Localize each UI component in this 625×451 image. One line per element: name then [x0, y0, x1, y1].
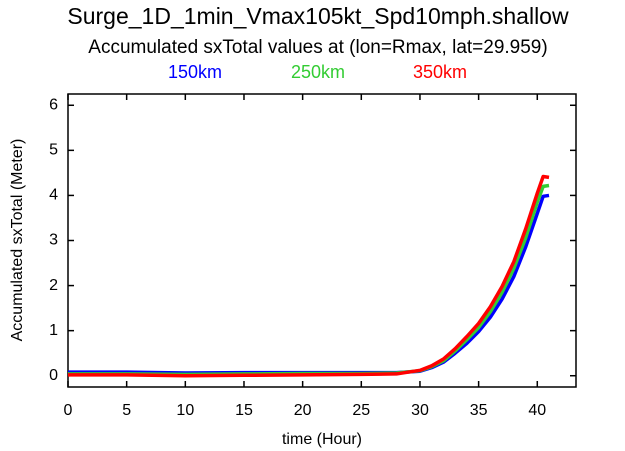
plot-frame [67, 93, 577, 388]
x-tick-label: 25 [352, 402, 370, 419]
y-tick-label: 3 [49, 232, 58, 249]
legend-label: 150km [168, 62, 222, 82]
y-tick-label: 1 [49, 322, 58, 339]
series-line [68, 183, 550, 377]
y-tick-label: 6 [49, 96, 58, 113]
legend-label: 250km [291, 62, 345, 82]
series-line [68, 174, 550, 378]
x-tick-label: 20 [294, 402, 312, 419]
legend-label: 350km [413, 62, 467, 82]
y-tick-label: 0 [49, 367, 58, 384]
chart-subtitle: Accumulated sxTotal values at (lon=Rmax,… [88, 37, 547, 58]
x-axis-label: time (Hour) [282, 431, 362, 448]
y-axis-label: Accumulated sxTotal (Meter) [9, 139, 26, 342]
y-tick-label: 4 [49, 187, 58, 204]
x-tick-label: 0 [64, 402, 73, 419]
y-tick-label: 2 [49, 277, 58, 294]
x-tick-label: 30 [411, 402, 429, 419]
series-line [68, 193, 550, 375]
y-tick-label: 5 [49, 142, 58, 159]
chart-title: Surge_1D_1min_Vmax105kt_Spd10mph.shallow [67, 3, 569, 29]
x-tick-label: 40 [528, 402, 546, 419]
x-tick-label: 5 [122, 402, 131, 419]
x-tick-label: 15 [235, 402, 253, 419]
x-tick-label: 35 [470, 402, 488, 419]
x-tick-label: 10 [176, 402, 194, 419]
